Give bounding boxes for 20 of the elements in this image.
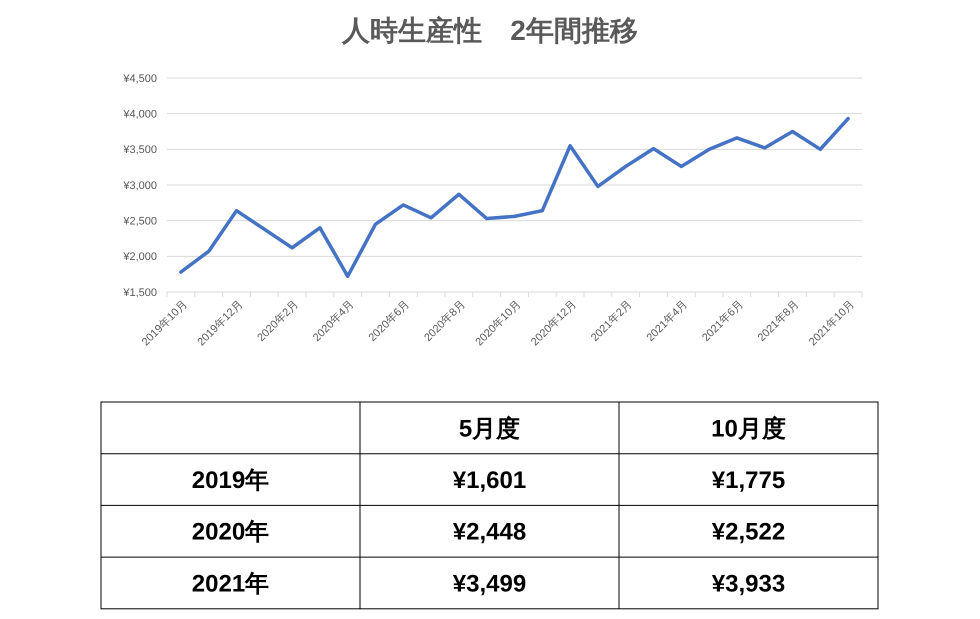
text: ¥1,775 xyxy=(712,466,786,494)
chart-title: 人時生産性 2年間推移 xyxy=(341,15,638,46)
y-tick-label: ¥1,500 xyxy=(122,286,157,299)
category-label: 2019年 xyxy=(192,466,270,494)
category-label: 2020年 xyxy=(192,518,270,546)
category-label: 2021年 xyxy=(192,570,270,598)
text: ¥2,448 xyxy=(452,518,526,546)
text: ¥3,499 xyxy=(452,570,526,598)
y-tick-label: ¥4,000 xyxy=(122,108,157,121)
category-label: 10月度 xyxy=(711,415,786,442)
y-tick-label: ¥3,500 xyxy=(122,144,157,156)
text: ¥2,522 xyxy=(712,518,786,546)
text: ¥1,601 xyxy=(452,466,526,494)
y-tick-label: ¥2,500 xyxy=(122,216,157,228)
y-tick-label: ¥3,000 xyxy=(122,180,157,192)
category-label: 5月度 xyxy=(458,415,520,442)
y-tick-label: ¥2,000 xyxy=(122,251,157,264)
line-series xyxy=(179,116,850,278)
y-tick-label: ¥4,500 xyxy=(122,72,157,85)
text: ¥3,933 xyxy=(712,570,786,598)
